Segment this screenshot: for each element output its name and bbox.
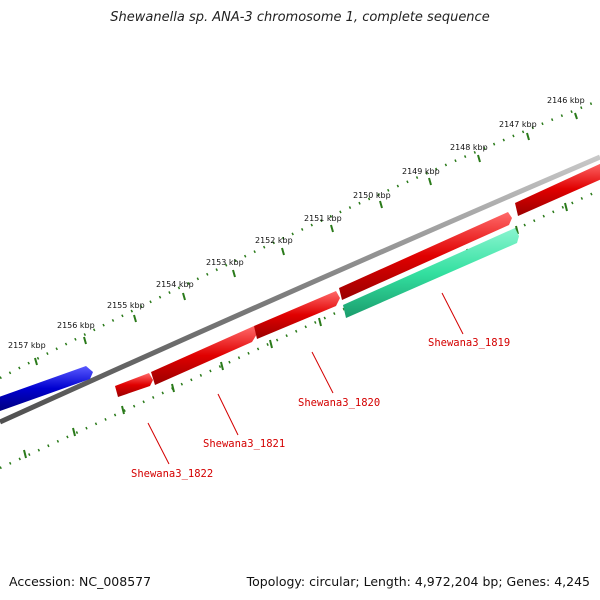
accession-text: Accession: NC_008577 bbox=[9, 574, 152, 589]
scale-label: 2154 kbp bbox=[156, 280, 194, 289]
scale-tick bbox=[281, 247, 285, 256]
scale-label: 2156 kbp bbox=[57, 321, 95, 330]
scale-tick bbox=[121, 405, 125, 415]
gene-shewana3-1820[interactable] bbox=[254, 291, 340, 339]
scale-label: 2151 kbp bbox=[304, 214, 342, 223]
scale-tick bbox=[515, 225, 519, 235]
leader-line-1820 bbox=[311, 351, 334, 394]
scale-label: 2147 kbp bbox=[499, 120, 537, 129]
scale-labels: 2146 kbp 2147 kbp 2148 kbp 2149 kbp 2150… bbox=[8, 96, 585, 350]
leader-line-1821 bbox=[217, 393, 239, 436]
scale-tick bbox=[23, 449, 27, 459]
gene-label-1822: Shewana3_1822 bbox=[131, 468, 213, 480]
scale-tick bbox=[526, 132, 530, 141]
scale-label: 2153 kbp bbox=[206, 258, 244, 267]
scale-tick bbox=[232, 269, 236, 278]
leader-line-1822 bbox=[147, 422, 170, 465]
scale-tick bbox=[477, 154, 481, 163]
leader-line-1819 bbox=[441, 292, 464, 335]
scale-tick bbox=[318, 317, 322, 327]
scale-tick bbox=[379, 200, 383, 209]
gene-blue[interactable] bbox=[0, 366, 93, 411]
gene-label-1820: Shewana3_1820 bbox=[298, 397, 380, 409]
gene-shewana3-1819[interactable] bbox=[343, 228, 519, 318]
outer-scale-ruler bbox=[0, 98, 600, 380]
topology-text: Topology: circular; Length: 4,972,204 bp… bbox=[246, 574, 590, 589]
gene-red-edge[interactable] bbox=[515, 162, 600, 216]
gene-label-1821: Shewana3_1821 bbox=[203, 438, 285, 450]
scale-label: 2146 kbp bbox=[547, 96, 585, 105]
scale-tick bbox=[83, 336, 87, 345]
scale-label: 2152 kbp bbox=[255, 236, 293, 245]
map-title: Shewanella sp. ANA-3 chromosome 1, compl… bbox=[110, 10, 490, 25]
gene-shewana3-1821[interactable] bbox=[151, 326, 257, 385]
gene-red-long[interactable] bbox=[339, 212, 512, 300]
outer-scale-dots bbox=[0, 98, 600, 380]
scale-tick bbox=[182, 292, 186, 301]
scale-tick bbox=[171, 383, 175, 393]
scale-tick bbox=[269, 339, 273, 349]
scale-label: 2155 kbp bbox=[107, 301, 145, 310]
gene-shewana3-1822[interactable] bbox=[115, 373, 153, 397]
scale-tick bbox=[574, 112, 578, 120]
scale-tick bbox=[428, 177, 432, 186]
scale-tick bbox=[564, 202, 568, 212]
scale-tick bbox=[34, 357, 38, 366]
scale-tick bbox=[72, 427, 76, 437]
scale-tick bbox=[133, 314, 137, 323]
scale-label: 2148 kbp bbox=[450, 143, 488, 152]
gene-label-1819: Shewana3_1819 bbox=[428, 337, 510, 349]
scale-label: 2157 kbp bbox=[8, 341, 46, 350]
genome-backbone bbox=[0, 154, 600, 425]
scale-tick bbox=[220, 361, 224, 371]
scale-tick bbox=[330, 224, 334, 233]
label-leaders bbox=[147, 292, 464, 465]
scale-label: 2149 kbp bbox=[402, 167, 440, 176]
scale-label: 2150 kbp bbox=[353, 191, 391, 200]
